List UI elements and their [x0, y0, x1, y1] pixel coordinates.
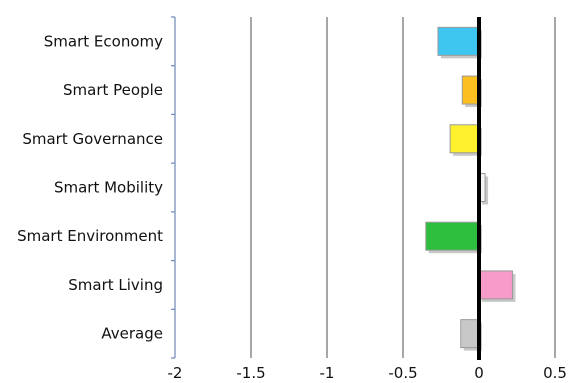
x-tick-label-3: -0.5 — [388, 364, 417, 382]
y-axis — [171, 16, 176, 359]
category-labels: Smart Economy Smart People Smart Governanc… — [17, 32, 163, 342]
bar-smart-governance — [449, 124, 480, 154]
bar-smart-living — [478, 270, 513, 300]
bar-smart-environment — [425, 221, 480, 251]
bars — [425, 26, 516, 351]
category-label-3: Smart Mobility — [54, 179, 163, 197]
x-tick-label-4: 0 — [474, 364, 484, 382]
category-label-1: Smart People — [63, 81, 163, 99]
bar-smart-people — [461, 75, 480, 105]
category-label-4: Smart Environment — [17, 227, 163, 245]
bar-smart-economy — [437, 26, 480, 56]
x-tick-label-0: -2 — [168, 364, 183, 382]
category-label-5: Smart Living — [68, 276, 163, 294]
bar-average — [460, 319, 480, 349]
x-tick-label-5: 0.5 — [543, 364, 567, 382]
category-label-6: Average — [101, 325, 163, 343]
category-label-2: Smart Governance — [22, 130, 163, 148]
grid-lines — [250, 17, 556, 358]
category-label-0: Smart Economy — [44, 32, 163, 50]
x-tick-label-2: -1 — [320, 364, 335, 382]
x-tick-label-1: -1.5 — [236, 364, 265, 382]
x-tick-labels: -2 -1.5 -1 -0.5 0 0.5 — [168, 364, 567, 382]
